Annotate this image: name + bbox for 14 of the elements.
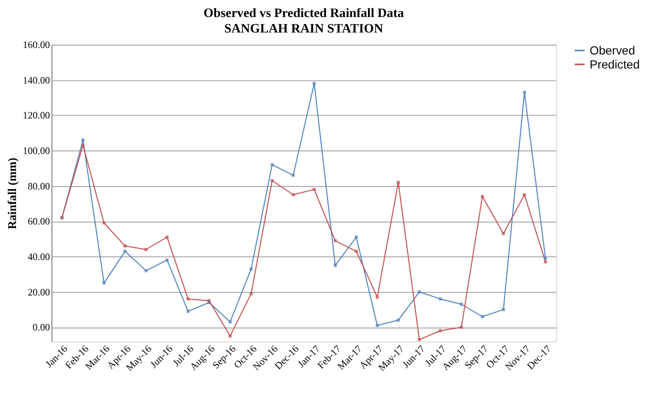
y-tick-label: 40.00 [28,252,50,264]
y-tick-label: 0.00 [32,322,50,334]
y-tick-label: 80.00 [28,181,50,192]
y-tick-label: 160.00 [22,40,50,52]
chart-subtitle: SANGLAH RAIN STATION [224,22,384,36]
legend-label: Predicted [590,57,640,72]
y-axis-title: Rainfall (mm) [4,158,19,230]
y-tick-label: 20.00 [28,287,50,298]
y-tick-label: 120.00 [22,110,50,122]
y-tick-label: 140.00 [22,75,50,86]
y-tick-label: 60.00 [28,216,50,228]
y-tick-label: 100.00 [22,146,50,158]
chart-title: Observed vs Predicted Rainfall Data [203,6,405,20]
legend-label: Oberved [590,43,636,58]
